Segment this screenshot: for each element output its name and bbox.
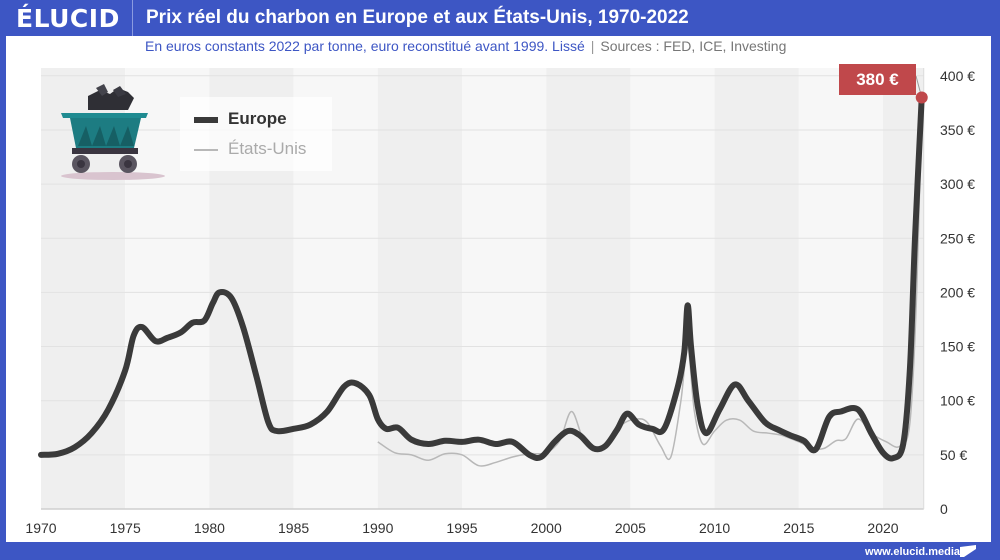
chart-title: Prix réel du charbon en Europe et aux Ét… [146, 7, 689, 28]
end-value-callout: 380 € [839, 64, 916, 95]
y-axis: 0 50 € 100 € 150 € 200 € 250 € 300 € 350 € 400 € [940, 68, 975, 517]
y-tick-label: 250 € [940, 230, 975, 246]
x-tick-label: 1995 [446, 520, 477, 536]
background-band [714, 68, 799, 509]
sources-text: Sources : FED, ICE, Investing [600, 38, 787, 54]
legend-item-europe: Europe [194, 109, 287, 129]
x-tick-label: 1980 [194, 520, 225, 536]
x-tick-label: 1985 [278, 520, 309, 536]
elucid-logo: ÉLUCID [16, 4, 120, 33]
y-tick-label: 100 € [940, 393, 975, 409]
y-tick-label: 300 € [940, 176, 975, 192]
footer-url[interactable]: www.elucid.media [865, 546, 960, 558]
background-band [377, 68, 462, 509]
x-tick-label: 2015 [783, 520, 814, 536]
y-tick-label: 200 € [940, 284, 975, 300]
end-point-marker [915, 91, 928, 104]
x-tick-label: 1975 [110, 520, 141, 536]
x-axis: 1970 1975 1980 1985 1990 1995 2000 2005 2010 2015… [25, 520, 898, 536]
x-tick-label: 2020 [867, 520, 898, 536]
flag-icon [960, 545, 976, 557]
logo-divider [132, 0, 133, 36]
line-europe [38, 94, 925, 462]
legend: Europe États-Unis [180, 97, 332, 171]
background-band [462, 68, 547, 509]
chart-subtitle: En euros constants 2022 par tonne, euro … [145, 38, 786, 54]
coal-cart-icon [61, 84, 165, 180]
y-tick-label: 50 € [940, 447, 967, 463]
x-tick-label: 2005 [615, 520, 646, 536]
legend-label-us: États-Unis [228, 139, 307, 158]
y-tick-label: 350 € [940, 122, 975, 138]
x-tick-label: 1990 [362, 520, 393, 536]
series-europe [38, 94, 925, 462]
legend-item-us: États-Unis [194, 139, 306, 159]
y-tick-label: 150 € [940, 339, 975, 355]
subtitle-separator: | [590, 38, 595, 54]
legend-swatch-europe [194, 116, 218, 123]
x-tick-label: 2010 [699, 520, 730, 536]
x-tick-label: 2000 [531, 520, 562, 536]
y-tick-label: 400 € [940, 68, 975, 84]
subtitle-text: En euros constants 2022 par tonne, euro … [145, 38, 585, 54]
background-band [798, 68, 883, 509]
legend-swatch-us [194, 148, 218, 151]
background-band [630, 68, 715, 509]
header-bar: ÉLUCID Prix réel du charbon en Europe et… [0, 0, 1000, 36]
legend-label-europe: Europe [228, 109, 287, 128]
y-tick-label: 0 [940, 501, 948, 517]
x-tick-label: 1970 [25, 520, 56, 536]
